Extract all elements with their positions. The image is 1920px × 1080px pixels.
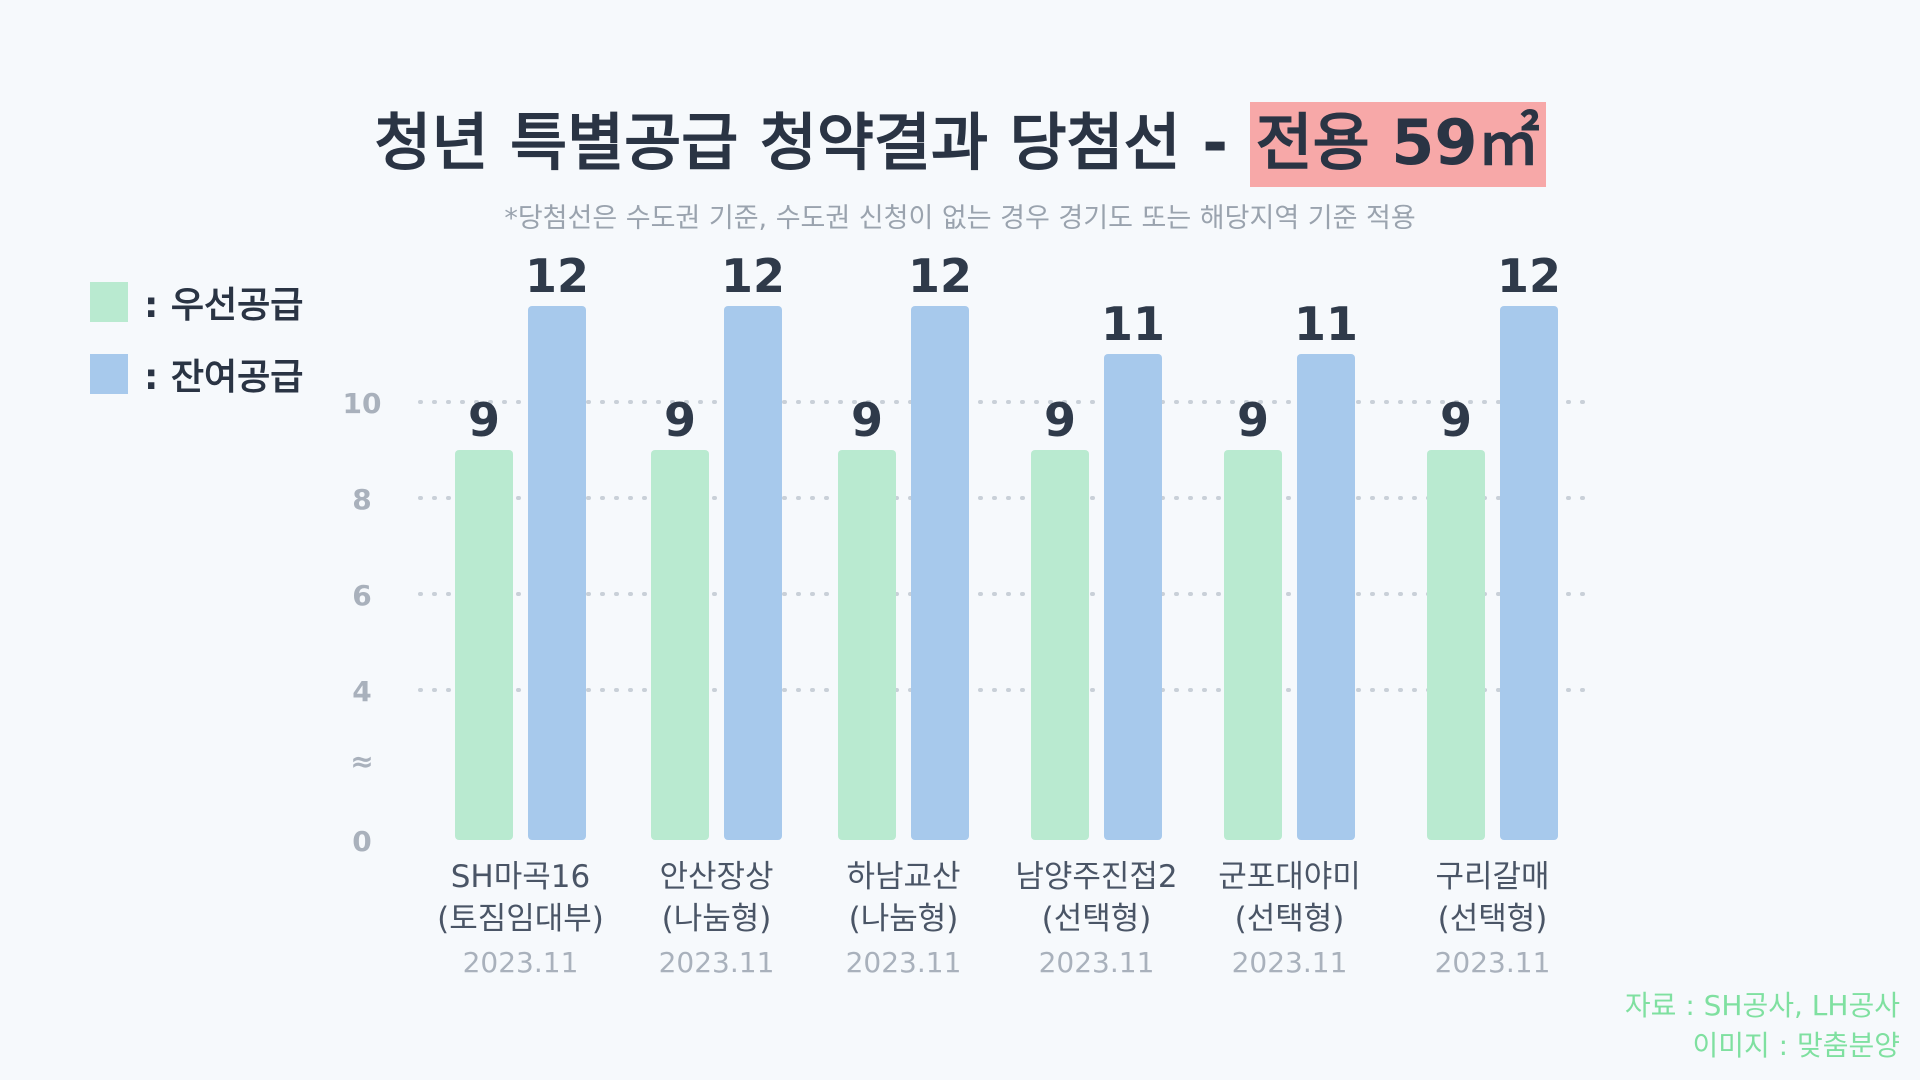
x-tick-label-name: 남양주진접2 [1015, 859, 1177, 895]
x-tick-label-type: (나눔형) [849, 901, 959, 937]
chart-subtitle: *당첨선은 수도권 기준, 수도권 신청이 없는 경우 경기도 또는 해당지역 … [504, 203, 1416, 234]
y-tick-label: 8 [352, 483, 371, 516]
legend-swatch-priority [90, 282, 128, 322]
bar-value-label: 11 [1294, 297, 1358, 351]
x-tick-label-type: (토짐임대부) [437, 901, 604, 937]
bar-value-label: 12 [1497, 249, 1561, 303]
bar-remaining [911, 306, 969, 840]
x-tick-label-date: 2023.11 [463, 946, 579, 979]
legend-label-remaining: : 잔여공급 [144, 357, 304, 398]
x-tick-label-type: (선택형) [1438, 901, 1548, 937]
source-image: 이미지 : 맞춤분양 [1692, 1029, 1900, 1062]
x-tick-label-date: 2023.11 [1435, 946, 1551, 979]
bar-priority [455, 450, 513, 840]
bar-value-label: 9 [664, 393, 696, 447]
source-data: 자료 : SH공사, LH공사 [1624, 989, 1900, 1022]
bar-value-label: 9 [1044, 393, 1076, 447]
bar-value-label: 9 [1237, 393, 1269, 447]
y-tick-label: 6 [352, 579, 371, 612]
bar-remaining [528, 306, 586, 840]
y-tick-label: ≈ [350, 745, 373, 778]
bar-value-label: 12 [908, 249, 972, 303]
source-note: 자료 : SH공사, LH공사 이미지 : 맞춤분양 [1625, 986, 1900, 1066]
legend: : 우선공급 : 잔여공급 [90, 282, 303, 426]
chart-title: 청년 특별공급 청약결과 당첨선 - 전용 59㎡ [0, 92, 1920, 187]
bar-remaining [724, 306, 782, 840]
chart-title-highlight: 전용 59㎡ [1249, 102, 1546, 187]
x-tick-label-date: 2023.11 [846, 946, 962, 979]
bar-remaining [1297, 354, 1355, 840]
x-tick-label-date: 2023.11 [1039, 946, 1155, 979]
y-tick-label: 10 [343, 387, 382, 420]
x-tick-label-type: (선택형) [1235, 901, 1345, 937]
bar-priority [838, 450, 896, 840]
bar-value-label: 11 [1101, 297, 1165, 351]
x-tick-label-name: 구리갈매 [1435, 859, 1549, 895]
bar-priority [1224, 450, 1282, 840]
bar-value-label: 12 [525, 249, 589, 303]
legend-item-remaining: : 잔여공급 [90, 354, 303, 398]
x-tick-label-type: (선택형) [1042, 901, 1152, 937]
bar-priority [1427, 450, 1485, 840]
bar-value-label: 12 [721, 249, 785, 303]
y-tick-label: 0 [352, 825, 371, 858]
bar-value-label: 9 [468, 393, 500, 447]
bar-remaining [1104, 354, 1162, 840]
bar-value-label: 9 [1440, 393, 1472, 447]
legend-label-priority: : 우선공급 [144, 285, 304, 326]
bar-priority [1031, 450, 1089, 840]
y-tick-label: 4 [352, 675, 371, 708]
chart-title-main: 청년 특별공급 청약결과 당첨선 - [374, 106, 1250, 179]
x-tick-label-type: (나눔형) [662, 901, 772, 937]
x-tick-label-date: 2023.11 [1232, 946, 1348, 979]
x-tick-label-date: 2023.11 [659, 946, 775, 979]
bar-priority [651, 450, 709, 840]
x-tick-label-name: SH마곡16 [451, 859, 590, 895]
x-tick-label-name: 하남교산 [846, 859, 960, 895]
bar-remaining [1500, 306, 1558, 840]
x-tick-label-name: 군포대야미 [1218, 859, 1361, 895]
bar-value-label: 9 [851, 393, 883, 447]
legend-swatch-remaining [90, 354, 128, 394]
legend-item-priority: : 우선공급 [90, 282, 303, 326]
x-tick-label-name: 안산장상 [659, 859, 773, 895]
